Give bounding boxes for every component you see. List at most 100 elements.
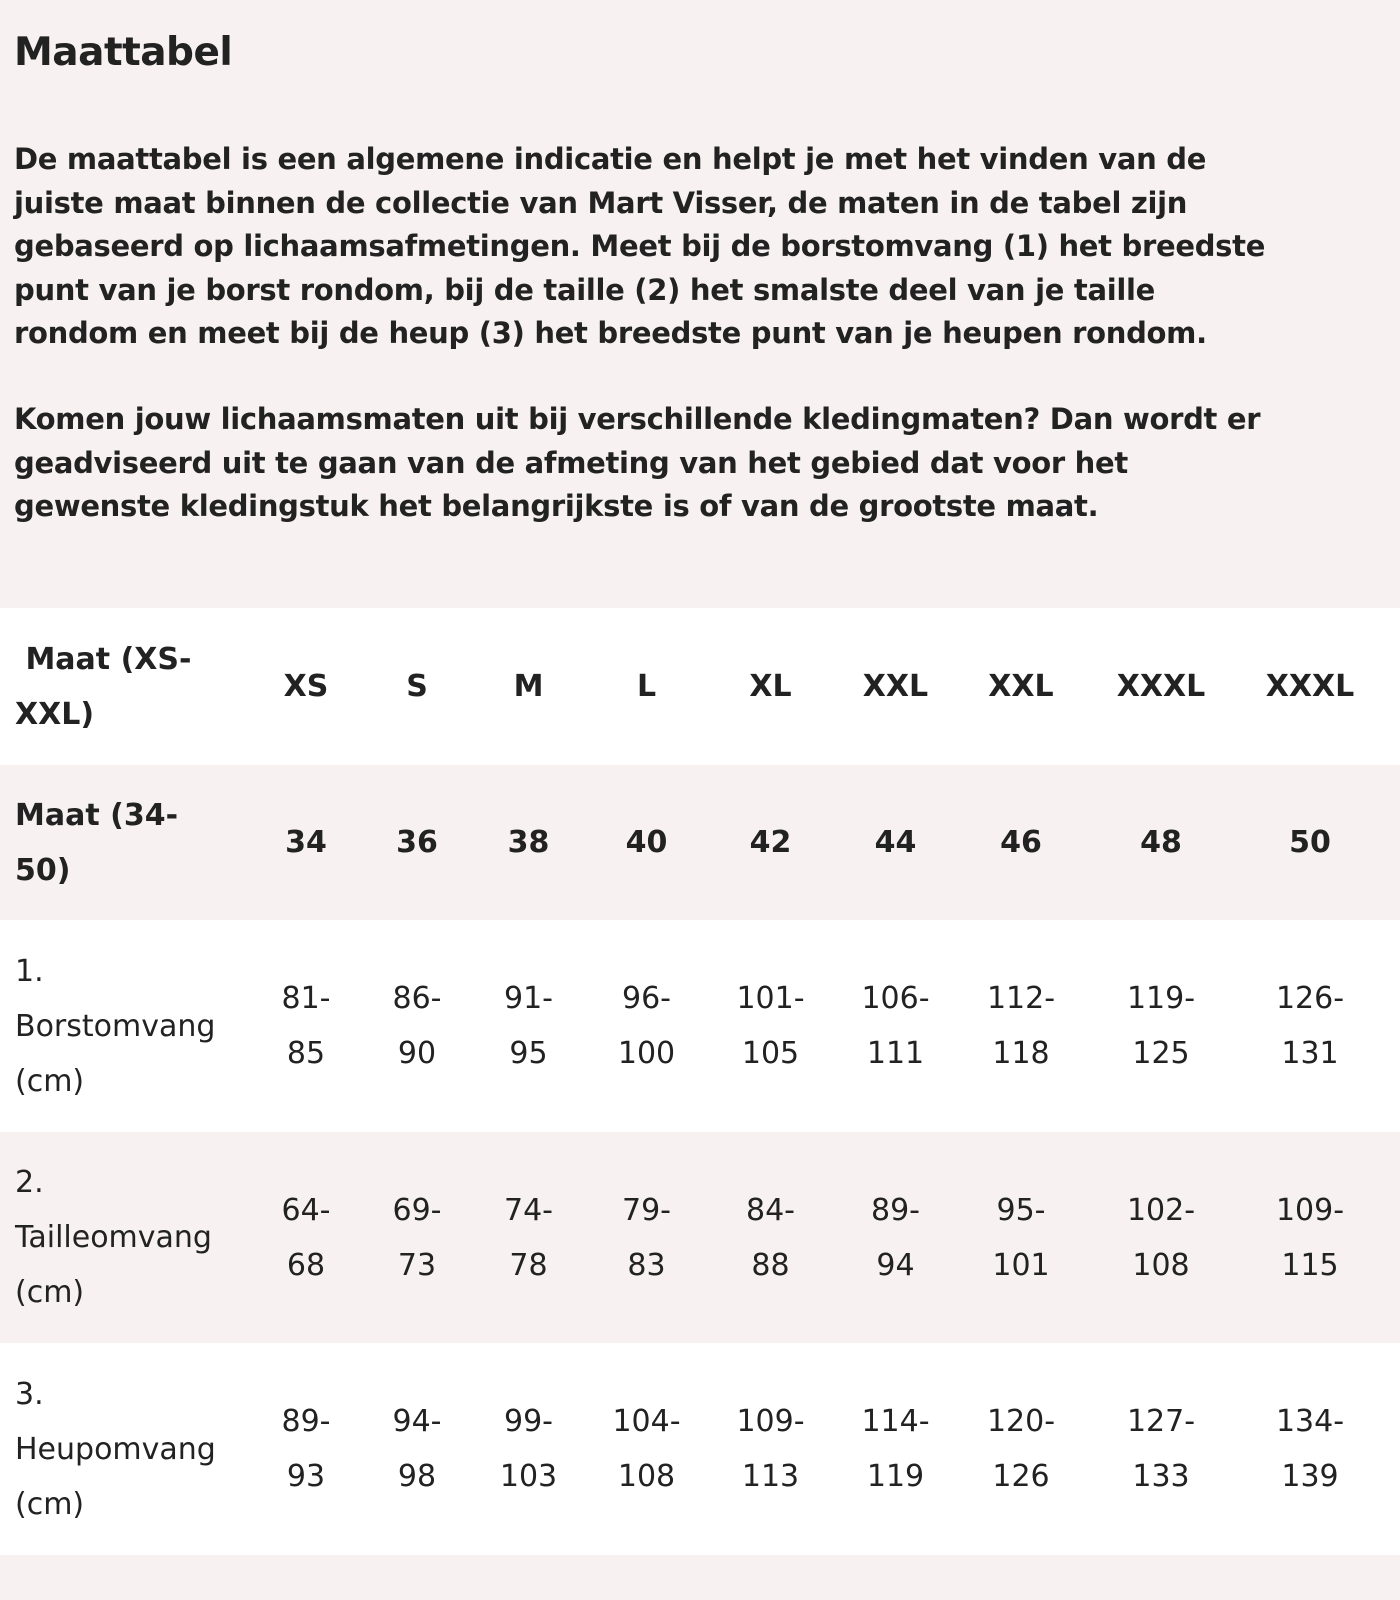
table-cell: 126- 131 [1232,920,1388,1132]
cell-line: 99- [503,1404,553,1439]
cell-line: 95 [509,1036,548,1071]
cell-line: XXL [988,669,1054,704]
cell-line: 109- [1275,1192,1345,1228]
row-label: 1. Borstomvang (cm) [15,920,255,1132]
cell-line: 126 [992,1459,1050,1494]
cell-line: 108 [617,1459,676,1494]
table-cell: 42 [708,765,833,920]
row-label-line: 3. [15,1376,44,1412]
cell-line: 119 [866,1459,925,1494]
cell-line: 78 [509,1247,548,1283]
table-cell: XXL [833,608,958,765]
table-cell: 109- 115 [1232,1132,1388,1343]
cell-line: 94- [392,1404,442,1439]
cell-line: 101- [736,981,805,1016]
table-cell: 127- 133 [1090,1343,1232,1555]
row-label-line: 50) [15,852,71,888]
cell-line: 73 [397,1247,437,1283]
cell-line: S [406,669,428,704]
table-row: Maat (XS- XXL) XS S M L XL XXL XXL XXXL XXXL [0,608,1400,765]
table-cell: 40 [585,765,708,920]
cell-line: 74- [504,1192,553,1228]
table-cell: 99- 103 [472,1343,585,1555]
cell-line: 113 [741,1459,800,1494]
cell-line: 108 [1132,1247,1190,1283]
cell-line: 100 [617,1036,676,1071]
table-cell: L [585,608,708,765]
cell-line: XXXL [1265,669,1355,704]
cell-line: 98 [397,1459,437,1494]
table-cell: 106- 111 [833,920,958,1132]
cell-line: 95- [996,1192,1046,1228]
table-cell: 86- 90 [362,920,472,1132]
table-cell: 112- 118 [955,920,1087,1132]
cell-line: 86- [392,981,442,1016]
table-cell: XXXL [1232,608,1388,765]
table-cell: 89- 94 [833,1132,958,1343]
intro-paragraph: De maattabel is een algemene indicatie e… [14,138,1265,356]
cell-line: 64- [281,1192,331,1228]
table-cell: 104- 108 [585,1343,708,1555]
table-cell: 119- 125 [1090,920,1232,1132]
page-title: Maattabel [14,30,233,75]
row-label-line: 2. [15,1165,44,1200]
cell-line: M [513,669,544,704]
row-label-line: Maat (XS- [15,641,192,677]
table-cell: 50 [1232,765,1388,920]
cell-line: 125 [1132,1036,1190,1071]
table-cell: XL [708,608,833,765]
table-cell: 94- 98 [362,1343,472,1555]
cell-line: 109- [736,1404,805,1439]
paragraph-line: De maattabel is een algemene indicatie e… [14,142,1207,176]
cell-line: 119- [1126,981,1196,1016]
row-label-line: 1. [15,953,44,989]
cell-line: 42 [749,825,792,860]
table-cell: 120- 126 [955,1343,1087,1555]
paragraph-line: rondom en meet bij de heup (3) het breed… [14,316,1207,350]
table-cell: M [472,608,585,765]
table-cell: S [362,608,472,765]
cell-line: 79- [622,1192,671,1228]
paragraph-line: punt van je borst rondom, bij de taille … [14,272,1156,307]
table-cell: 96- 100 [585,920,708,1132]
row-label-line: Tailleomvang [15,1220,212,1255]
table-cell: 44 [833,765,958,920]
row-label-line: XXL) [15,696,95,732]
table-cell: 134- 139 [1232,1343,1388,1555]
table-cell: 38 [472,765,585,920]
cell-line: 91- [504,981,553,1016]
cell-line: 133 [1132,1459,1190,1494]
row-label-line: Heupomvang [15,1431,216,1467]
cell-line: XS [283,669,329,704]
table-cell: XXL [955,608,1087,765]
cell-line: XXL [862,669,929,704]
cell-line: 112- [986,981,1056,1016]
cell-line: 106- [861,981,930,1016]
cell-line: XL [749,669,792,704]
cell-line: 120- [986,1404,1056,1439]
table-cell: XXXL [1090,608,1232,765]
cell-line: 81- [281,981,331,1016]
cell-line: 85 [286,1036,326,1071]
cell-line: 83 [627,1247,666,1283]
cell-line: 44 [874,825,917,860]
cell-line: 101 [992,1247,1050,1283]
cell-line: 126- [1275,981,1345,1016]
row-label-line: (cm) [15,1063,85,1099]
cell-line: 34 [285,825,327,860]
cell-line: 115 [1281,1247,1339,1283]
row-label-line: Maat (34- [15,797,179,833]
cell-line: 90 [397,1036,437,1071]
table-cell: 114- 119 [833,1343,958,1555]
cell-line: 134- [1275,1404,1345,1439]
cell-line: 111 [866,1036,925,1071]
cell-line: 105 [741,1036,800,1071]
table-cell: 95- 101 [955,1132,1087,1343]
table-cell: 109- 113 [708,1343,833,1555]
cell-line: 127- [1126,1404,1196,1439]
cell-line: 46 [1000,825,1042,860]
row-label: Maat (34- 50) [15,765,255,920]
table-row: Maat (34- 50) 34 36 38 40 42 44 46 48 50 [0,765,1400,920]
cell-line: 114- [861,1404,930,1439]
table-cell: 69- 73 [362,1132,472,1343]
